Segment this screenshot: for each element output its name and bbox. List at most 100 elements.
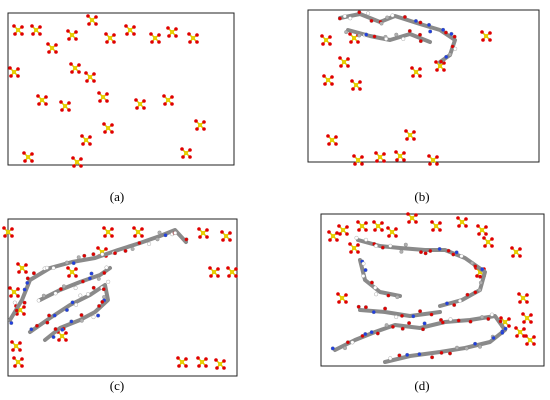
atom bbox=[427, 22, 431, 27]
sulfate-ion bbox=[7, 65, 21, 79]
atom bbox=[478, 344, 482, 349]
atom bbox=[418, 32, 422, 37]
peptide-chain bbox=[346, 28, 432, 44]
atom bbox=[360, 334, 365, 338]
atom bbox=[342, 14, 347, 19]
panel-d-box bbox=[320, 213, 545, 367]
atom bbox=[399, 249, 404, 254]
atom bbox=[371, 310, 376, 315]
sulfate-ion bbox=[79, 133, 93, 147]
sulfate-ion bbox=[11, 23, 25, 37]
sulfate-ion bbox=[455, 215, 469, 229]
sulfate-ion bbox=[179, 146, 193, 160]
atom bbox=[79, 318, 84, 323]
atom bbox=[419, 250, 423, 255]
sulfate-ion bbox=[513, 325, 527, 339]
atom bbox=[394, 32, 399, 37]
sulfate-ion bbox=[336, 223, 350, 237]
atom bbox=[388, 356, 393, 361]
sulfate-ion bbox=[207, 265, 221, 279]
atom bbox=[468, 319, 473, 324]
atom bbox=[45, 320, 50, 325]
sulfate-ion bbox=[326, 229, 340, 243]
atom bbox=[343, 346, 347, 351]
atom bbox=[96, 276, 101, 281]
atom bbox=[388, 243, 393, 248]
atom bbox=[357, 10, 362, 15]
sulfate-ion bbox=[85, 13, 99, 27]
sulfate-ion bbox=[225, 265, 239, 279]
sulfate-ion bbox=[520, 311, 534, 325]
atom bbox=[25, 280, 30, 285]
atom bbox=[71, 261, 76, 266]
atom bbox=[456, 318, 461, 323]
sulfate-ion bbox=[523, 333, 537, 347]
sulfate-ion bbox=[195, 355, 209, 369]
atom bbox=[473, 290, 478, 295]
atom bbox=[452, 34, 457, 39]
sulfate-ion bbox=[516, 291, 530, 305]
atom bbox=[453, 46, 458, 51]
panel-label: (d) bbox=[414, 378, 429, 393]
sulfate-ion bbox=[35, 93, 49, 107]
atom bbox=[390, 13, 395, 18]
atom bbox=[455, 345, 459, 350]
atom bbox=[330, 346, 335, 351]
atom bbox=[394, 315, 399, 319]
sulfate-ion bbox=[161, 93, 175, 107]
atom bbox=[407, 321, 412, 326]
sulfate-ion bbox=[403, 128, 417, 142]
atom bbox=[348, 16, 353, 21]
sulfate-ion bbox=[325, 133, 339, 147]
atom bbox=[374, 243, 378, 248]
atom bbox=[369, 330, 374, 335]
atom bbox=[439, 350, 444, 355]
sulfate-ion bbox=[385, 225, 399, 239]
atom bbox=[113, 251, 117, 256]
atom bbox=[400, 313, 404, 318]
atom bbox=[9, 321, 14, 325]
atom bbox=[498, 319, 503, 324]
atom bbox=[78, 293, 83, 298]
atom bbox=[503, 326, 508, 331]
atom bbox=[53, 291, 58, 296]
atom bbox=[473, 264, 478, 269]
atom bbox=[452, 303, 457, 307]
sulfate-ion bbox=[101, 225, 115, 239]
atom bbox=[64, 260, 69, 265]
atom bbox=[345, 340, 350, 345]
sulfate-ion bbox=[337, 55, 351, 69]
sulfate-ion bbox=[70, 155, 84, 169]
atom bbox=[490, 312, 494, 317]
sulfate-ion bbox=[347, 241, 361, 255]
atom bbox=[411, 314, 416, 319]
sulfate-ion bbox=[83, 70, 97, 84]
atom bbox=[86, 292, 90, 297]
sulfate-ion bbox=[351, 153, 365, 167]
atom bbox=[155, 237, 160, 242]
sulfate-ion bbox=[7, 285, 21, 299]
atom bbox=[76, 255, 81, 260]
atom bbox=[60, 327, 65, 332]
atom bbox=[446, 248, 451, 253]
atom bbox=[402, 15, 407, 19]
sulfate-ion bbox=[123, 23, 137, 37]
atom bbox=[386, 293, 391, 298]
panel-label: (a) bbox=[110, 189, 124, 204]
atom bbox=[91, 285, 96, 290]
sulfate-ion bbox=[101, 121, 115, 135]
atom bbox=[147, 241, 152, 246]
sulfate-ion bbox=[15, 261, 29, 275]
atom bbox=[445, 301, 449, 306]
atom bbox=[500, 330, 505, 335]
atom bbox=[101, 287, 106, 292]
sulfate-ion bbox=[355, 219, 369, 233]
atom bbox=[385, 15, 390, 20]
sulfate-ion bbox=[475, 223, 489, 237]
atom bbox=[422, 321, 427, 326]
atom bbox=[123, 248, 128, 253]
atom bbox=[395, 295, 400, 300]
atom bbox=[89, 271, 94, 276]
atom bbox=[361, 261, 366, 266]
peptide-chain bbox=[356, 238, 487, 308]
